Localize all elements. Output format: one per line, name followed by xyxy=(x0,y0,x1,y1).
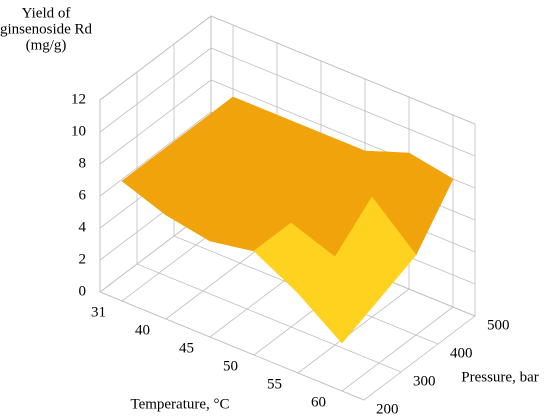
surface-patch xyxy=(297,256,380,344)
z-axis-title: Yield of xyxy=(22,5,71,21)
z-axis-title: ginsenoside Rd xyxy=(0,21,93,37)
y-tick-label: 300 xyxy=(413,373,436,389)
x-tick-label: 31 xyxy=(91,304,106,320)
y-tick-label: 500 xyxy=(487,317,510,333)
z-tick-label: 4 xyxy=(79,219,87,235)
x-tick-label: 45 xyxy=(179,340,194,356)
y-tick-label: 400 xyxy=(450,345,473,361)
grid-line xyxy=(99,15,476,125)
z-tick-label: 8 xyxy=(79,155,87,171)
z-tick-label: 6 xyxy=(79,187,87,203)
y-tick-label: 200 xyxy=(376,401,399,417)
x-tick-label: 50 xyxy=(223,358,238,374)
z-tick-label: 0 xyxy=(79,283,87,299)
x-tick-label: 40 xyxy=(135,322,150,338)
grid-line xyxy=(99,47,476,157)
z-tick-label: 2 xyxy=(79,251,87,267)
x-axis-title: Temperature, °C xyxy=(130,396,229,412)
z-tick-label: 10 xyxy=(71,123,86,139)
z-axis-title: (mg/g) xyxy=(26,37,67,53)
z-tick-label: 12 xyxy=(71,91,86,107)
x-tick-label: 60 xyxy=(311,394,326,410)
y-axis-title: Pressure, bar xyxy=(461,369,538,385)
x-tick-label: 55 xyxy=(267,376,282,392)
